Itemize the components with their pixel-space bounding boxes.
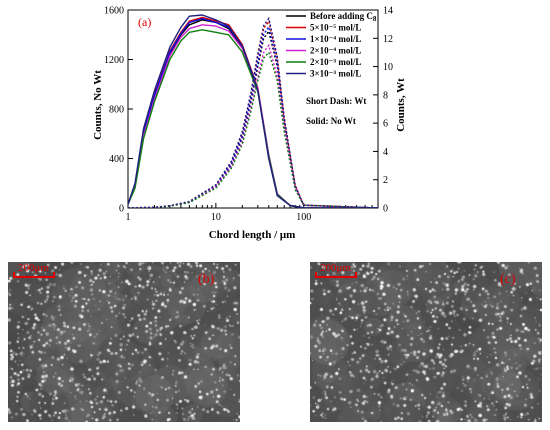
micrograph-b-image	[8, 262, 240, 422]
y-axis-left-label: Counts, No Wt	[92, 70, 104, 140]
micrograph-c: 200μm (c)	[310, 262, 542, 422]
series-wt-4	[128, 51, 378, 208]
y-left-tick-label-3: 1200	[104, 55, 124, 66]
scale-label-b: 200μm	[18, 262, 49, 274]
y-right-tick-label-6: 12	[383, 34, 393, 45]
scale-label-c: 200μm	[320, 262, 351, 274]
y-left-tick-label-1: 400	[109, 154, 124, 165]
scale-tick-right-b	[53, 272, 55, 278]
legend-note-0: Short Dash: Wt	[306, 96, 366, 106]
x-tick-label-2: 100	[296, 212, 311, 223]
y-right-tick-label-5: 10	[383, 62, 393, 73]
legend-label-3: 2×10⁻⁴ mol/L	[310, 46, 361, 56]
scale-tick-left-b	[13, 272, 15, 278]
y-right-tick-label-7: 14	[383, 6, 393, 17]
legend-label-5: 3×10⁻³ mol/L	[310, 69, 361, 79]
y-right-tick-label-4: 8	[383, 90, 388, 101]
series-layer	[128, 14, 378, 208]
panel-label-c: (c)	[500, 272, 516, 287]
series-wt-5	[128, 16, 378, 208]
y-left-tick-label-0: 0	[119, 204, 124, 215]
y-left-tick-label-4: 1600	[104, 6, 124, 17]
chord-length-chart: 1 10 100 0 400 800 1200 1600 0 2 4 6 8 10 12 14 Before …	[92, 6, 407, 242]
scale-bar-c	[316, 276, 356, 278]
micrograph-b: 200μm (b)	[8, 262, 240, 422]
legend-note-1: Solid: No Wt	[306, 116, 356, 126]
series-no-wt-5	[128, 14, 378, 208]
legend-label-2: 1×10⁻⁴ mol/L	[310, 34, 361, 44]
y-right-tick-label-2: 4	[383, 147, 388, 158]
legend: Before adding C85×10⁻⁵ mol/L1×10⁻⁴ mol/L…	[286, 11, 377, 126]
scale-tick-right-c	[355, 272, 357, 278]
scale-bar-b	[14, 276, 54, 278]
legend-label-4: 2×10⁻³ mol/L	[310, 57, 361, 67]
y-right-tick-label-3: 6	[383, 119, 388, 130]
y-axis-right-label: Counts, Wt	[395, 78, 407, 132]
scale-tick-left-c	[315, 272, 317, 278]
legend-label-0: Before adding C8	[310, 11, 377, 23]
y-left-tick-label-2: 800	[109, 105, 124, 116]
y-right-tick-label-1: 2	[383, 175, 388, 186]
legend-label-sub-0: 8	[373, 15, 377, 23]
x-tick-label-1: 10	[211, 212, 221, 223]
micrograph-c-image	[310, 262, 542, 422]
legend-label-1: 5×10⁻⁵ mol/L	[310, 23, 361, 33]
panel-label-b: (b)	[198, 272, 215, 287]
panel-label-a: (a)	[138, 15, 151, 29]
x-tick-label-0: 1	[126, 212, 131, 223]
x-axis-label: Chord length / μm	[209, 229, 296, 241]
y-right-tick-label-0: 0	[383, 204, 388, 215]
